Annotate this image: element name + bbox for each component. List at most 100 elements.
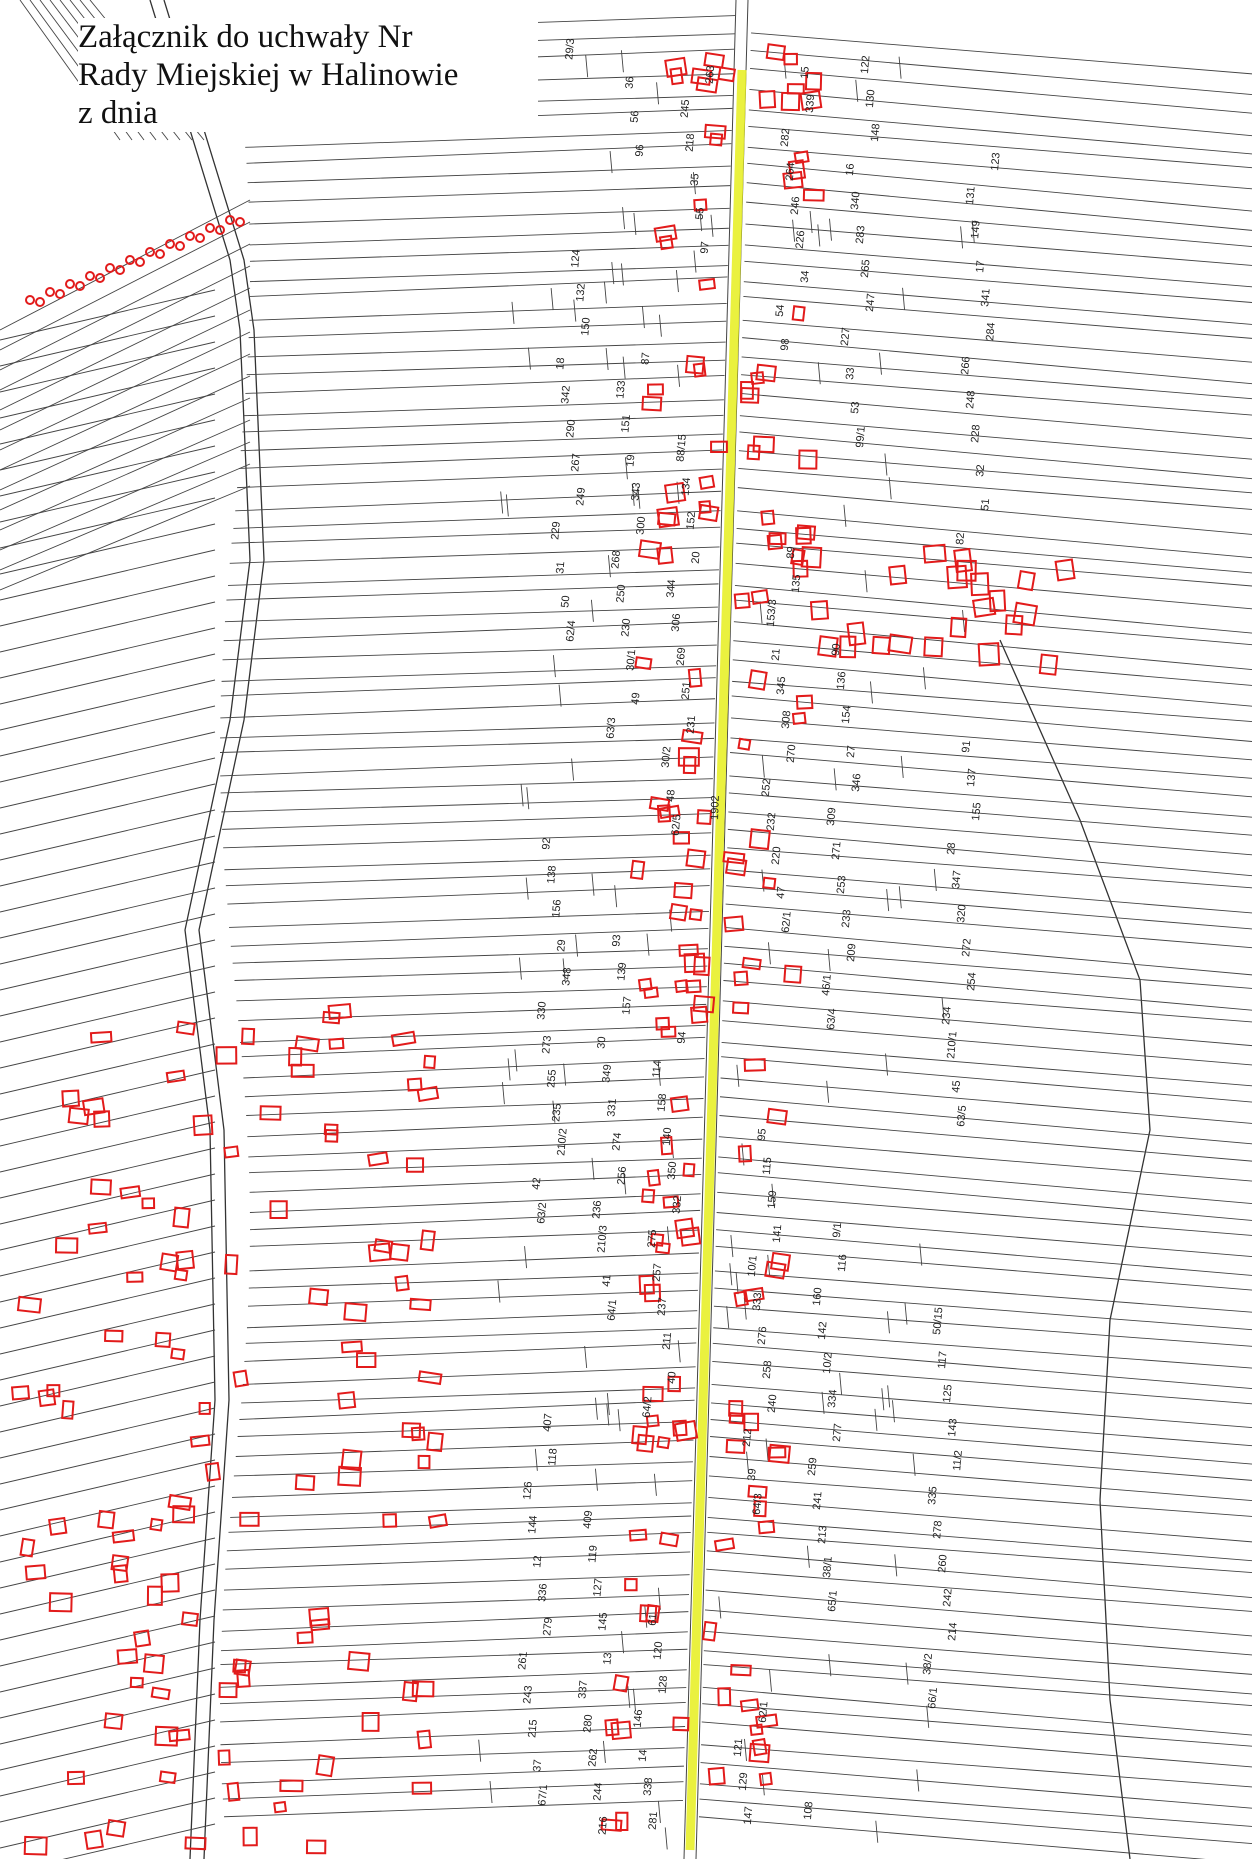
parcel-label: 283 bbox=[854, 225, 868, 244]
building bbox=[739, 1698, 760, 1713]
parcel-strip-east bbox=[731, 695, 1252, 742]
building bbox=[707, 1766, 726, 1786]
parcel-label: 90 bbox=[830, 643, 843, 656]
parcel-label: 282 bbox=[779, 128, 793, 147]
parcel-label: 149 bbox=[969, 220, 983, 239]
parcel-label: 49 bbox=[629, 692, 642, 705]
parcel-subdivision bbox=[817, 362, 821, 385]
parcel-label: 234 bbox=[940, 1006, 954, 1025]
parcel-label: 269 bbox=[675, 647, 689, 666]
parcel-label: 338 bbox=[642, 1777, 656, 1796]
parcel-strip-east bbox=[750, 68, 1252, 114]
parcel-strip-far-west bbox=[0, 1537, 216, 1589]
parcel-strip-west bbox=[220, 677, 716, 697]
parcel-strip-west bbox=[248, 1272, 699, 1289]
parcel-label: 117 bbox=[936, 1351, 949, 1370]
parcel-label: 140 bbox=[661, 1127, 675, 1146]
parcel-strip-far-west bbox=[0, 835, 216, 887]
parcel-label: 56 bbox=[628, 110, 641, 123]
building bbox=[24, 1564, 47, 1581]
parcel-label: 242 bbox=[941, 1588, 955, 1607]
parcel-label: 274 bbox=[610, 1132, 624, 1151]
parcel-subdivision bbox=[595, 1468, 598, 1491]
header-line-2: Rady Miejskiej w Halinowie bbox=[78, 57, 459, 93]
parcel-label: 252 bbox=[760, 778, 774, 797]
building bbox=[308, 1287, 330, 1307]
parcel-strip-west bbox=[249, 227, 729, 246]
parcel-strip-east bbox=[725, 903, 1252, 949]
parcel-label: 268 bbox=[609, 550, 623, 569]
building bbox=[717, 1687, 732, 1707]
parcel-subdivision bbox=[806, 1545, 810, 1568]
parcel-label: 256 bbox=[615, 1166, 629, 1185]
parcel-subdivision bbox=[620, 263, 624, 286]
building bbox=[673, 1419, 699, 1442]
building bbox=[733, 592, 751, 610]
parcel-strip-east bbox=[741, 374, 1252, 416]
parcel-strip-far-west bbox=[0, 1095, 216, 1147]
building bbox=[791, 711, 807, 725]
building bbox=[672, 831, 691, 845]
parcel-strip-west bbox=[242, 1366, 696, 1385]
header-line-3: z dnia bbox=[78, 95, 158, 131]
parcel-strip-west bbox=[221, 797, 713, 813]
building bbox=[401, 1422, 422, 1439]
parcel-strip-west bbox=[238, 449, 723, 469]
parcel-subdivision bbox=[514, 1049, 518, 1072]
parcel-label: 134 bbox=[680, 477, 694, 496]
tree-marker bbox=[145, 247, 155, 257]
tree-marker bbox=[115, 265, 125, 275]
parcel-label: 258 bbox=[761, 1360, 775, 1379]
parcel-subdivision bbox=[633, 212, 637, 235]
parcel-label: 9/1 bbox=[831, 1222, 844, 1238]
parcel-strip-west bbox=[234, 965, 708, 981]
parcel-label: 98 bbox=[779, 338, 792, 351]
parcel-label: 209 bbox=[845, 943, 859, 962]
parcel-strip-west bbox=[221, 1747, 685, 1763]
parcel-strip-far-west bbox=[0, 1329, 216, 1381]
parcel-strip-far-west bbox=[0, 1043, 216, 1095]
parcel-strip-east bbox=[726, 869, 1252, 914]
parcel-strip-far-west bbox=[0, 1797, 216, 1849]
building bbox=[922, 543, 947, 564]
parcel-subdivision bbox=[888, 477, 892, 500]
building bbox=[409, 1297, 432, 1312]
parcel-strip-far-west bbox=[0, 1173, 216, 1225]
diagonal-strip bbox=[0, 243, 251, 371]
parcel-label: 276 bbox=[756, 1326, 770, 1345]
parcel-strip-east bbox=[751, 32, 1252, 75]
parcel-label: 66/1 bbox=[926, 1687, 940, 1709]
parcel-label: 275 bbox=[646, 1229, 660, 1248]
parcel-strip-west bbox=[219, 1687, 687, 1705]
building bbox=[795, 526, 812, 545]
parcel-label: 17 bbox=[974, 260, 987, 273]
parcel-strip-west bbox=[235, 1439, 694, 1457]
parcel-strip-west bbox=[225, 868, 711, 887]
building bbox=[799, 89, 823, 111]
parcel-strip-east bbox=[746, 201, 1252, 247]
parcel-strip-west bbox=[243, 1058, 705, 1079]
parcel-strip-west bbox=[224, 1799, 683, 1818]
parcel-strip-far-west bbox=[0, 393, 216, 445]
parcel-strip-east bbox=[722, 1020, 1252, 1066]
parcel-strip-west bbox=[232, 1480, 693, 1498]
parcel-label: 210/3 bbox=[595, 1225, 609, 1253]
building bbox=[690, 1005, 709, 1024]
building bbox=[645, 1414, 660, 1428]
parcel-label: 226 bbox=[794, 230, 808, 249]
building bbox=[615, 1811, 629, 1832]
parcel-label: 62/1 bbox=[780, 911, 794, 933]
building bbox=[236, 1668, 251, 1689]
building bbox=[340, 1340, 364, 1354]
parcel-label: 120 bbox=[652, 1641, 666, 1660]
parcel-strip-east bbox=[721, 1041, 1252, 1087]
parcel-subdivision bbox=[765, 1438, 769, 1461]
diagonal-strip bbox=[0, 199, 251, 331]
parcel-subdivision bbox=[558, 684, 562, 707]
parcel-subdivision bbox=[658, 314, 662, 337]
building bbox=[769, 1251, 792, 1272]
building bbox=[708, 132, 724, 147]
parcel-label: 29 bbox=[555, 939, 568, 952]
parcel-subdivision bbox=[855, 79, 859, 102]
parcel-strip-east bbox=[703, 1650, 1252, 1695]
